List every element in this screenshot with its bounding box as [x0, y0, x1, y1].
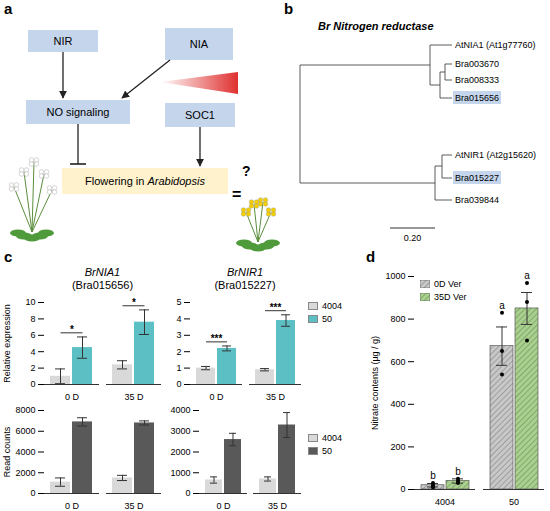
svg-text:0.20: 0.20 [404, 233, 422, 243]
html-text:BrNIA1: BrNIA1 [84, 266, 121, 278]
svg-text:3: 3 [176, 330, 181, 340]
html-text:4004: 4004 [322, 301, 342, 311]
svg-text:1: 1 [176, 363, 181, 373]
svg-text:1000: 1000 [170, 468, 190, 478]
svg-text:4: 4 [176, 314, 181, 324]
html-text:35D Ver: 35D Ver [434, 292, 467, 302]
svg-text:0 D: 0 D [216, 501, 231, 511]
svg-text:AtNIR1 (At2g15620): AtNIR1 (At2g15620) [455, 150, 536, 160]
svg-text:d: d [366, 248, 375, 265]
svg-text:0: 0 [185, 488, 190, 498]
svg-text:4000: 4000 [15, 447, 35, 457]
svg-text:3000: 3000 [170, 426, 190, 436]
svg-text:50: 50 [509, 497, 519, 507]
svg-text:c: c [4, 248, 12, 265]
svg-text:a: a [4, 0, 13, 17]
svg-text:NIA: NIA [190, 38, 209, 50]
svg-text:?: ? [242, 163, 251, 179]
svg-text:Nitrate contents (µg / g): Nitrate contents (µg / g) [370, 336, 380, 430]
svg-text:2: 2 [176, 347, 181, 357]
html-text:BrNIR1: BrNIR1 [227, 266, 263, 278]
svg-text:4000: 4000 [170, 405, 190, 415]
html-text:0D Ver: 0D Ver [434, 279, 462, 289]
svg-text:400: 400 [390, 399, 405, 409]
html-text:50: 50 [322, 314, 332, 324]
html-text:4004: 4004 [322, 433, 342, 443]
svg-text:0: 0 [176, 379, 181, 389]
html-text:(Bra015656): (Bra015656) [71, 279, 134, 291]
svg-text:***: *** [270, 302, 282, 313]
svg-text:Read counts: Read counts [2, 426, 12, 477]
svg-text:a: a [524, 270, 530, 281]
svg-text:5: 5 [176, 297, 181, 307]
svg-text:1000: 1000 [385, 271, 405, 281]
svg-text:6000: 6000 [15, 426, 35, 436]
svg-text:Relative expression: Relative expression [2, 304, 12, 383]
svg-text:Bra015227: Bra015227 [455, 173, 499, 183]
svg-text:b: b [284, 0, 293, 17]
svg-text:Br Nitrogen reductase: Br Nitrogen reductase [318, 20, 434, 32]
svg-text:b: b [455, 466, 461, 477]
svg-text:*: * [70, 324, 74, 335]
svg-text:0: 0 [30, 488, 35, 498]
svg-text:NO signaling: NO signaling [47, 106, 110, 118]
svg-text:35 D: 35 D [124, 392, 144, 402]
svg-text:2000: 2000 [15, 468, 35, 478]
svg-text:4: 4 [30, 347, 35, 357]
svg-text:35 D: 35 D [266, 392, 286, 402]
html-text:(Bra015227): (Bra015227) [214, 279, 276, 291]
svg-text:2000: 2000 [170, 447, 190, 457]
svg-text:Bra039844: Bra039844 [455, 195, 499, 205]
svg-text:Bra015656: Bra015656 [455, 93, 499, 103]
svg-text:***: *** [211, 333, 223, 344]
svg-text:0: 0 [30, 379, 35, 389]
svg-text:8000: 8000 [15, 405, 35, 415]
svg-text:Flowering in Arabidopsis: Flowering in Arabidopsis [85, 175, 205, 187]
svg-text:35 D: 35 D [124, 501, 144, 511]
svg-text:Bra008333: Bra008333 [455, 75, 499, 85]
svg-text:NIR: NIR [54, 35, 73, 47]
svg-text:0 D: 0 D [65, 392, 80, 402]
svg-text:35 D: 35 D [268, 501, 288, 511]
svg-text:4004: 4004 [435, 497, 455, 507]
svg-text:6: 6 [30, 330, 35, 340]
svg-text:b: b [430, 470, 436, 481]
svg-text:8: 8 [30, 314, 35, 324]
svg-text:10: 10 [25, 297, 35, 307]
svg-text:AtNIA1 (At1g77760): AtNIA1 (At1g77760) [455, 40, 536, 50]
svg-text:SOC1: SOC1 [185, 109, 215, 121]
svg-text:Bra003670: Bra003670 [455, 59, 499, 69]
svg-text:600: 600 [390, 357, 405, 367]
svg-text:0 D: 0 D [65, 501, 80, 511]
svg-text:0 D: 0 D [209, 392, 224, 402]
svg-text:200: 200 [390, 442, 405, 452]
svg-text:800: 800 [390, 314, 405, 324]
svg-text:*: * [132, 297, 136, 308]
svg-text:a: a [499, 300, 505, 311]
svg-text:2: 2 [30, 363, 35, 373]
svg-text:0: 0 [400, 484, 405, 494]
svg-text:=: = [232, 186, 241, 203]
html-text:50: 50 [322, 446, 332, 456]
